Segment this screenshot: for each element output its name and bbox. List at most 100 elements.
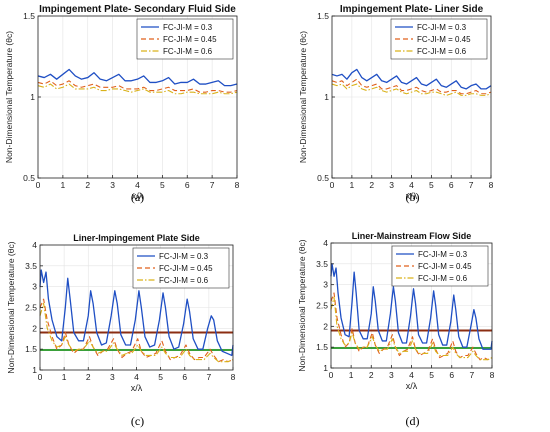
series-line-3 xyxy=(39,302,234,363)
x-tick-label: 3 xyxy=(110,180,115,190)
legend-label: FC-JI-M = 0.45 xyxy=(163,35,217,44)
x-tick-label: 2 xyxy=(86,372,91,382)
x-axis-label: x/λ xyxy=(132,191,144,201)
x-tick-label: 7 xyxy=(207,372,212,382)
x-tick-label: 5 xyxy=(160,180,165,190)
legend-label: FC-JI-M = 0.45 xyxy=(159,264,213,273)
x-tick-label: 8 xyxy=(235,180,240,190)
x-tick-label: 4 xyxy=(409,180,414,190)
series-line-2 xyxy=(37,80,238,93)
y-axis-label: Non-Dimensional Temperature (θc) xyxy=(6,241,16,373)
x-tick-label: 6 xyxy=(449,370,454,380)
x-axis-label: x/λ xyxy=(131,383,143,393)
x-tick-label: 7 xyxy=(470,370,475,380)
x-tick-label: 2 xyxy=(369,370,374,380)
x-tick-label: 0 xyxy=(329,370,334,380)
x-tick-label: 5 xyxy=(429,370,434,380)
x-tick-label: 8 xyxy=(231,372,236,382)
y-tick-label: 0.5 xyxy=(317,173,329,183)
legend-label: FC-JI-M = 0.45 xyxy=(417,35,471,44)
y-tick-label: 4 xyxy=(32,240,37,250)
y-tick-label: 3.5 xyxy=(316,259,328,269)
x-tick-label: 2 xyxy=(369,180,374,190)
y-tick-label: 1 xyxy=(32,365,37,375)
series-line-1 xyxy=(330,263,493,350)
y-tick-label: 1 xyxy=(324,92,329,102)
panel-label-d: (d) xyxy=(405,414,420,428)
chart-panel-b: 0 1 2 3 4 5 6 7 8 0.5 1 1.5 Impingement Plate- Liner… xyxy=(275,0,550,216)
chart-title: Impingement Plate- Secondary Fluid Side xyxy=(39,4,236,15)
x-tick-label: 2 xyxy=(85,180,90,190)
panel-label-a: (a) xyxy=(130,190,145,204)
x-tick-label: 4 xyxy=(134,372,139,382)
series-line-1 xyxy=(331,68,492,90)
x-axis-label: x/λ xyxy=(406,381,418,391)
y-tick-label: 1.5 xyxy=(25,344,37,354)
series-line-2 xyxy=(331,78,492,95)
y-axis-label: Non-Dimensional Temperature (θc) xyxy=(297,239,307,371)
y-tick-label: 2.5 xyxy=(316,301,328,311)
legend-label: FC-JI-M = 0.3 xyxy=(163,23,213,32)
chart-svg: 0 1 2 3 4 5 6 7 811.522.533.54Liner-Impingement … xyxy=(6,233,236,393)
x-tick-label: 6 xyxy=(182,372,187,382)
y-tick-label: 2 xyxy=(32,323,37,333)
x-tick-label: 8 xyxy=(490,370,495,380)
y-tick-label: 1 xyxy=(30,92,35,102)
x-tick-label: 1 xyxy=(349,370,354,380)
x-tick-label: 0 xyxy=(38,372,43,382)
x-tick-label: 6 xyxy=(185,180,190,190)
x-tick-label: 1 xyxy=(61,180,66,190)
chart-panel-c: 0 1 2 3 4 5 6 7 8 1 1.5 2 2.5 3 3.5 4 Liner-Impingement … xyxy=(0,216,275,432)
chart-panel-d: 0 1 2 3 4 5 6 7 8 1 1.5 2 2.5 3 3.5 4 Liner-Mainstream F… xyxy=(275,216,550,432)
y-axis-label: Non-Dimensional Temperature (θc) xyxy=(4,31,14,163)
x-tick-label: 0 xyxy=(36,180,41,190)
legend-label: FC-JI-M = 0.6 xyxy=(163,47,213,56)
chart-svg: 0 1 2 3 4 5 6 7 8 0.5 1 1.5 Impingement Plate- Liner… xyxy=(298,4,494,201)
x-tick-label: 4 xyxy=(409,370,414,380)
x-tick-label: 5 xyxy=(429,180,434,190)
y-tick-label: 1.5 xyxy=(316,342,328,352)
y-tick-label: 0.5 xyxy=(23,173,35,183)
y-tick-label: 1 xyxy=(323,363,328,373)
series-line-3 xyxy=(330,296,493,361)
x-tick-label: 4 xyxy=(135,180,140,190)
x-tick-label: 6 xyxy=(449,180,454,190)
x-tick-label: 3 xyxy=(389,180,394,190)
legend-label: FC-JI-M = 0.3 xyxy=(159,252,209,261)
x-tick-label: 7 xyxy=(469,180,474,190)
y-tick-label: 2 xyxy=(323,321,328,331)
y-tick-label: 2.5 xyxy=(25,303,37,313)
panel-label-c: (c) xyxy=(130,414,145,428)
x-tick-label: 1 xyxy=(350,180,355,190)
x-tick-label: 5 xyxy=(158,372,163,382)
x-axis-label: x/λ xyxy=(406,191,418,201)
y-tick-label: 1.5 xyxy=(23,11,35,21)
x-tick-label: 3 xyxy=(110,372,115,382)
series-line-3 xyxy=(331,83,492,96)
chart-panel-a: 0 1 2 3 4 5 6 7 8 0.5 1 1.5 Impingement Plate- Secon… xyxy=(0,0,275,216)
x-tick-label: 1 xyxy=(62,372,67,382)
series-line-1 xyxy=(39,269,234,357)
x-tick-label: 3 xyxy=(389,370,394,380)
legend-label: FC-JI-M = 0.45 xyxy=(418,262,472,271)
chart-title: Liner-Mainstream Flow Side xyxy=(352,231,472,241)
y-tick-label: 4 xyxy=(323,238,328,248)
chart-title: Liner-Impingement Plate Side xyxy=(73,233,200,243)
legend-label: FC-JI-M = 0.6 xyxy=(418,274,468,283)
legend-label: FC-JI-M = 0.6 xyxy=(417,47,467,56)
x-tick-label: 8 xyxy=(489,180,494,190)
series-line-1 xyxy=(37,68,238,87)
panel-label-b: (b) xyxy=(405,190,420,204)
y-tick-label: 3.5 xyxy=(25,261,37,271)
legend-label: FC-JI-M = 0.3 xyxy=(417,23,467,32)
x-tick-label: 0 xyxy=(330,180,335,190)
y-axis-label: Non-Dimensional Temperature (θc) xyxy=(298,31,308,163)
y-tick-label: 3 xyxy=(32,282,37,292)
legend-label: FC-JI-M = 0.3 xyxy=(418,250,468,259)
legend-label: FC-JI-M = 0.6 xyxy=(159,276,209,285)
series-line-3 xyxy=(37,83,238,95)
y-tick-label: 1.5 xyxy=(317,11,329,21)
chart-title: Impingement Plate- Liner Side xyxy=(340,4,484,15)
chart-svg: 0 1 2 3 4 5 6 7 8 0.5 1 1.5 Impingement Plate- Secon… xyxy=(4,4,240,201)
